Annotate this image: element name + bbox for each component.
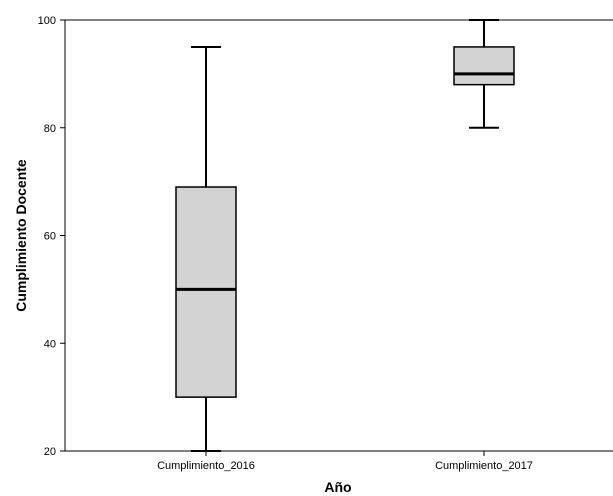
y-axis-title: Cumplimiento Docente <box>13 159 29 312</box>
x-tick-label: Cumplimiento_2016 <box>157 460 255 472</box>
box-cumplimiento-2017 <box>453 19 515 129</box>
y-tick-label: 100 <box>38 15 56 27</box>
iqr-box <box>175 186 237 398</box>
y-tick-label: 80 <box>44 123 56 135</box>
y-axis: 20 40 60 80 100 <box>38 15 65 458</box>
boxes <box>175 19 515 452</box>
x-axis-title: Año <box>324 479 351 495</box>
box-cumplimiento-2016 <box>175 45 237 452</box>
x-axis: Cumplimiento_2016 Cumplimiento_2017 <box>157 451 533 472</box>
iqr-box <box>453 46 515 86</box>
x-tick-label: Cumplimiento_2017 <box>435 460 533 472</box>
y-tick-label: 20 <box>44 446 56 458</box>
y-tick-label: 40 <box>44 338 56 350</box>
plot-frame <box>64 19 613 452</box>
y-tick-label: 60 <box>44 231 56 243</box>
